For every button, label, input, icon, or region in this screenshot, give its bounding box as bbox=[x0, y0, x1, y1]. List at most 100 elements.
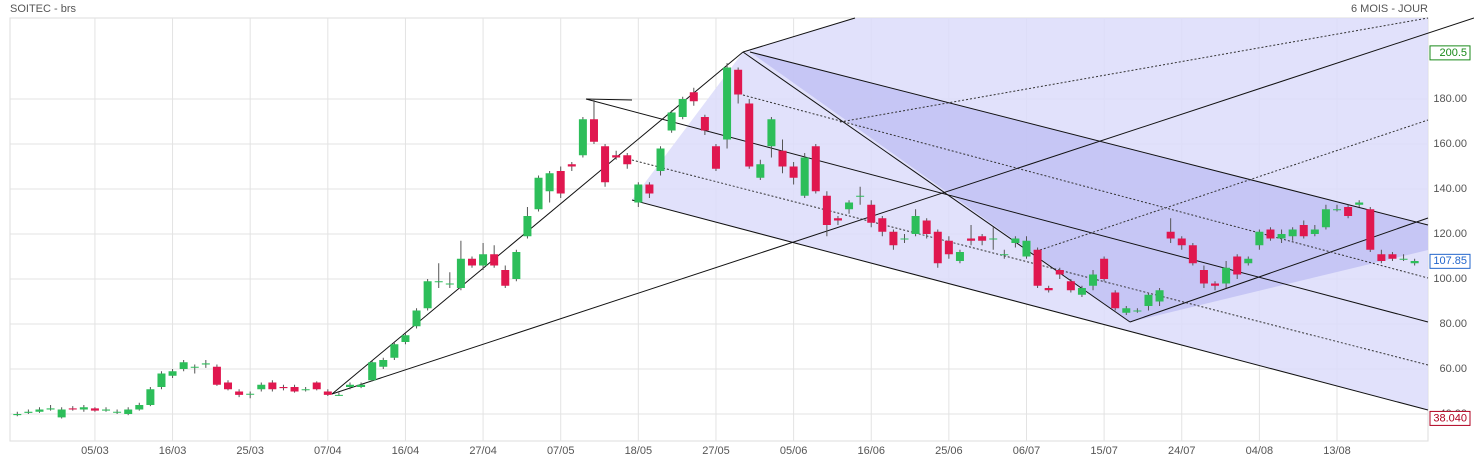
candle bbox=[1321, 204, 1330, 230]
trend-line bbox=[631, 199, 1429, 411]
candle-body bbox=[1233, 256, 1242, 275]
candle bbox=[689, 87, 698, 106]
candle-body bbox=[479, 254, 488, 266]
candle bbox=[1066, 279, 1075, 293]
candle bbox=[523, 207, 532, 239]
chart-subtitle: 6 MOIS - JOUR bbox=[1351, 3, 1428, 15]
candle-body bbox=[412, 310, 421, 327]
candle-body bbox=[113, 411, 122, 413]
candle-body bbox=[1011, 238, 1020, 243]
candle bbox=[534, 175, 543, 212]
trend-line bbox=[742, 51, 1131, 323]
candle bbox=[1377, 249, 1386, 264]
x-tick-label: 13/08 bbox=[1323, 445, 1351, 457]
candle bbox=[1133, 308, 1142, 313]
candle-body bbox=[944, 240, 953, 255]
candle bbox=[789, 162, 798, 185]
candle-body bbox=[1177, 238, 1186, 246]
y-tick-label: 100.00 bbox=[1433, 273, 1467, 285]
candle bbox=[412, 308, 421, 329]
candle bbox=[567, 162, 576, 171]
axis: 40.0060.0080.00100.00120.00140.00160.001… bbox=[81, 45, 1471, 457]
x-tick-label: 25/06 bbox=[935, 445, 963, 457]
candle bbox=[578, 117, 587, 158]
candle-body bbox=[711, 146, 720, 169]
candle bbox=[1344, 204, 1353, 219]
candle-body bbox=[767, 119, 776, 147]
candle-body bbox=[556, 171, 565, 194]
x-tick-label: 05/06 bbox=[780, 445, 808, 457]
candle-body bbox=[1321, 209, 1330, 228]
x-tick-label: 18/05 bbox=[625, 445, 653, 457]
candle-body bbox=[1366, 209, 1375, 250]
candle-body bbox=[1222, 267, 1231, 284]
candle bbox=[900, 234, 909, 243]
candle bbox=[346, 382, 354, 390]
candle bbox=[623, 153, 632, 169]
candle bbox=[989, 227, 998, 250]
candle-body bbox=[1255, 231, 1264, 246]
candle bbox=[68, 406, 77, 411]
candle-body bbox=[490, 254, 499, 266]
candle bbox=[811, 144, 820, 194]
pitchfork-drawing bbox=[331, 17, 1474, 411]
candle-body bbox=[279, 387, 288, 389]
candle bbox=[711, 144, 720, 171]
candle-body bbox=[667, 112, 676, 131]
x-tick-label: 04/08 bbox=[1246, 445, 1274, 457]
candle-body bbox=[567, 164, 576, 167]
candle bbox=[645, 182, 654, 198]
candle bbox=[390, 342, 399, 360]
candle-body bbox=[46, 408, 55, 410]
candle bbox=[1410, 258, 1419, 266]
candle bbox=[700, 114, 709, 135]
x-tick-label: 16/04 bbox=[392, 445, 420, 457]
x-tick-label: 25/03 bbox=[236, 445, 264, 457]
candle-body bbox=[190, 366, 199, 368]
candle-body bbox=[235, 391, 244, 395]
median-line bbox=[631, 159, 1429, 366]
candle bbox=[1111, 290, 1120, 311]
candle bbox=[13, 411, 22, 417]
candle bbox=[1199, 265, 1208, 288]
candle bbox=[678, 96, 687, 120]
candle bbox=[357, 382, 366, 389]
candle-body bbox=[323, 391, 332, 395]
candle-body bbox=[822, 195, 831, 225]
price-marker-box bbox=[1429, 410, 1471, 426]
candle bbox=[634, 182, 643, 207]
candle-body bbox=[922, 220, 931, 234]
candle-body bbox=[1388, 254, 1397, 259]
candle-body bbox=[1377, 254, 1386, 261]
candle-body bbox=[124, 409, 133, 414]
candle bbox=[268, 380, 277, 392]
candle-body bbox=[1144, 294, 1153, 306]
candle-body bbox=[268, 382, 277, 390]
candle bbox=[556, 166, 565, 198]
candle bbox=[1089, 270, 1098, 291]
trend-line bbox=[1129, 217, 1429, 323]
candle-body bbox=[401, 335, 410, 342]
candle bbox=[246, 391, 255, 399]
candle-body bbox=[1288, 229, 1297, 237]
candle-body bbox=[878, 218, 887, 232]
candle-body bbox=[445, 283, 454, 285]
candle-body bbox=[845, 202, 854, 210]
candle-body bbox=[1266, 229, 1275, 239]
candle bbox=[24, 409, 33, 414]
x-tick-label: 05/03 bbox=[81, 445, 109, 457]
candle-body bbox=[978, 236, 987, 241]
trend-line bbox=[742, 17, 856, 53]
candle-body bbox=[955, 252, 964, 261]
candle-body bbox=[623, 155, 632, 165]
median-line bbox=[1039, 119, 1429, 251]
price-marker-box bbox=[1429, 253, 1471, 269]
candle bbox=[224, 380, 233, 391]
candle-body bbox=[301, 389, 310, 391]
candle-body bbox=[678, 99, 687, 117]
candle bbox=[889, 229, 898, 250]
x-tick-label: 07/05 bbox=[547, 445, 575, 457]
x-tick-label: 24/07 bbox=[1168, 445, 1196, 457]
candle-body bbox=[856, 195, 865, 197]
candle-body bbox=[201, 363, 210, 365]
